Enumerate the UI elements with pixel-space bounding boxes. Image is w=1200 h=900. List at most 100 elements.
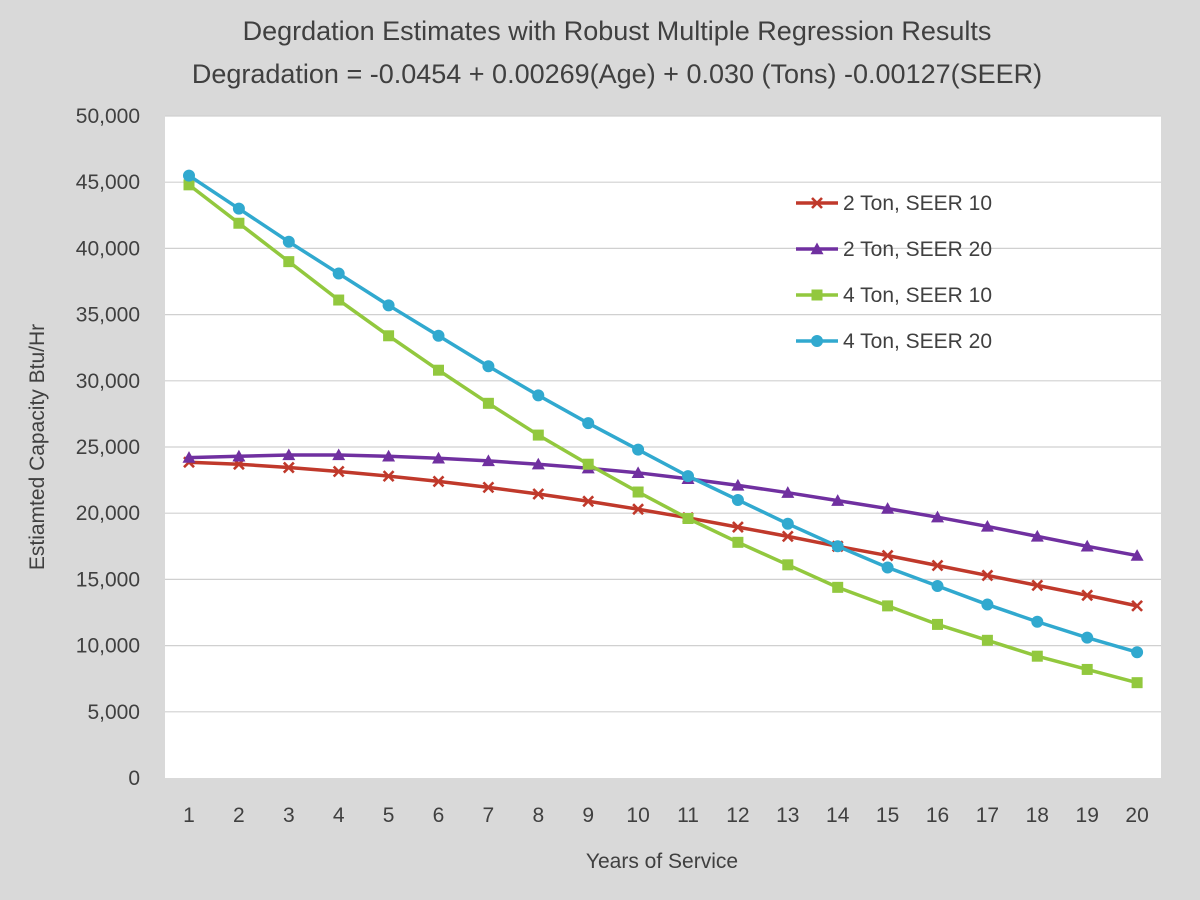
data-point	[1080, 539, 1094, 552]
x-tick-label: 9	[582, 804, 594, 827]
data-point	[632, 443, 645, 456]
x-tick-label: 16	[926, 804, 949, 827]
data-point	[531, 457, 545, 470]
data-point	[232, 202, 245, 215]
data-point	[1131, 677, 1143, 689]
x-tick-label: 14	[826, 804, 850, 827]
legend-marker	[810, 242, 824, 255]
x-tick-label: 17	[976, 804, 999, 827]
x-tick-label: 19	[1076, 804, 1099, 827]
data-point	[931, 580, 944, 593]
x-tick-label: 20	[1125, 804, 1148, 827]
series-triangle-1	[182, 448, 1144, 561]
data-point	[582, 495, 595, 508]
series-x-0	[183, 456, 1144, 612]
y-tick-label: 40,000	[76, 237, 140, 260]
legend-label: 4 Ton, SEER 10	[843, 284, 992, 307]
x-tick-label: 11	[677, 804, 699, 827]
x-tick-label: 18	[1026, 804, 1049, 827]
data-point	[731, 493, 744, 506]
legend-marker	[811, 289, 823, 301]
data-point	[1081, 663, 1093, 675]
data-point	[1031, 650, 1043, 662]
chart-title: Degrdation Estimates with Robust Multipl…	[243, 16, 992, 46]
data-point	[732, 536, 744, 548]
y-tick-label: 0	[128, 767, 140, 790]
legend-marker	[811, 197, 823, 209]
y-tick-label: 10,000	[76, 635, 140, 658]
data-point	[1131, 599, 1144, 612]
data-point	[932, 618, 943, 630]
legend-marker	[811, 335, 823, 347]
data-point	[980, 519, 994, 532]
data-point	[881, 549, 894, 562]
y-tick-label: 15,000	[76, 568, 140, 591]
data-point	[332, 465, 345, 478]
data-point	[881, 561, 894, 574]
x-axis-ticks: 1 2 3 4 5 6 7 8 9 10 11 12 13 14 15 16 17 18 19 20	[183, 804, 1149, 827]
data-point	[831, 494, 845, 506]
data-point	[333, 294, 345, 306]
series-square-2	[183, 179, 1143, 689]
legend-item: 2 Ton, SEER 10	[796, 192, 992, 215]
y-axis-ticks: 0 5,000 10,000 15,000 20,000 25,000 30,000 35,0…	[76, 105, 140, 790]
data-point	[931, 510, 944, 523]
data-point	[282, 461, 295, 474]
series-line	[188, 174, 1138, 654]
x-tick-label: 8	[532, 804, 544, 827]
data-point	[781, 486, 795, 498]
data-point	[1031, 615, 1044, 628]
data-point	[781, 517, 794, 530]
data-point	[332, 267, 345, 280]
series-circle-3	[183, 169, 1144, 659]
x-tick-label: 5	[383, 804, 395, 827]
gridlines	[165, 115, 1161, 713]
x-tick-label: 13	[776, 804, 799, 827]
data-point	[482, 481, 495, 494]
data-point	[582, 417, 595, 430]
data-point	[882, 600, 894, 612]
data-point	[731, 521, 744, 534]
data-point	[532, 389, 545, 402]
legend-label: 4 Ton, SEER 20	[843, 330, 992, 353]
data-point	[532, 429, 544, 441]
data-point	[1130, 549, 1144, 561]
data-point	[482, 360, 495, 373]
data-point	[881, 502, 895, 514]
data-point	[981, 598, 994, 611]
data-point	[981, 569, 994, 582]
y-axis-title: Estiamted Capacity Btu/Hr	[26, 324, 49, 570]
data-point	[182, 451, 196, 463]
data-point	[632, 486, 644, 498]
data-point	[831, 540, 844, 553]
data-point	[1131, 646, 1144, 659]
data-point	[632, 503, 645, 516]
x-tick-label: 15	[876, 804, 899, 827]
data-point	[382, 470, 395, 483]
data-point	[682, 470, 694, 483]
x-tick-label: 7	[483, 804, 495, 827]
x-tick-label: 4	[333, 804, 345, 827]
x-tick-label: 2	[233, 804, 245, 827]
data-point	[532, 488, 545, 500]
y-tick-label: 45,000	[76, 171, 140, 194]
data-point	[1081, 589, 1094, 602]
series-group	[182, 169, 1144, 689]
series-line	[188, 453, 1138, 558]
y-tick-label: 35,000	[76, 304, 140, 327]
data-point	[432, 329, 445, 342]
data-point	[981, 634, 993, 646]
series-line	[187, 183, 1138, 685]
data-point	[383, 330, 395, 342]
data-point	[781, 530, 794, 543]
data-point	[631, 466, 645, 479]
y-tick-label: 5,000	[87, 701, 140, 724]
legend-item: 4 Ton, SEER 10	[796, 284, 992, 307]
data-point	[183, 179, 195, 191]
data-point	[1031, 579, 1044, 592]
x-tick-label: 3	[283, 804, 295, 827]
y-tick-label: 25,000	[76, 436, 140, 459]
x-tick-label: 1	[183, 804, 195, 827]
data-point	[1081, 631, 1094, 644]
